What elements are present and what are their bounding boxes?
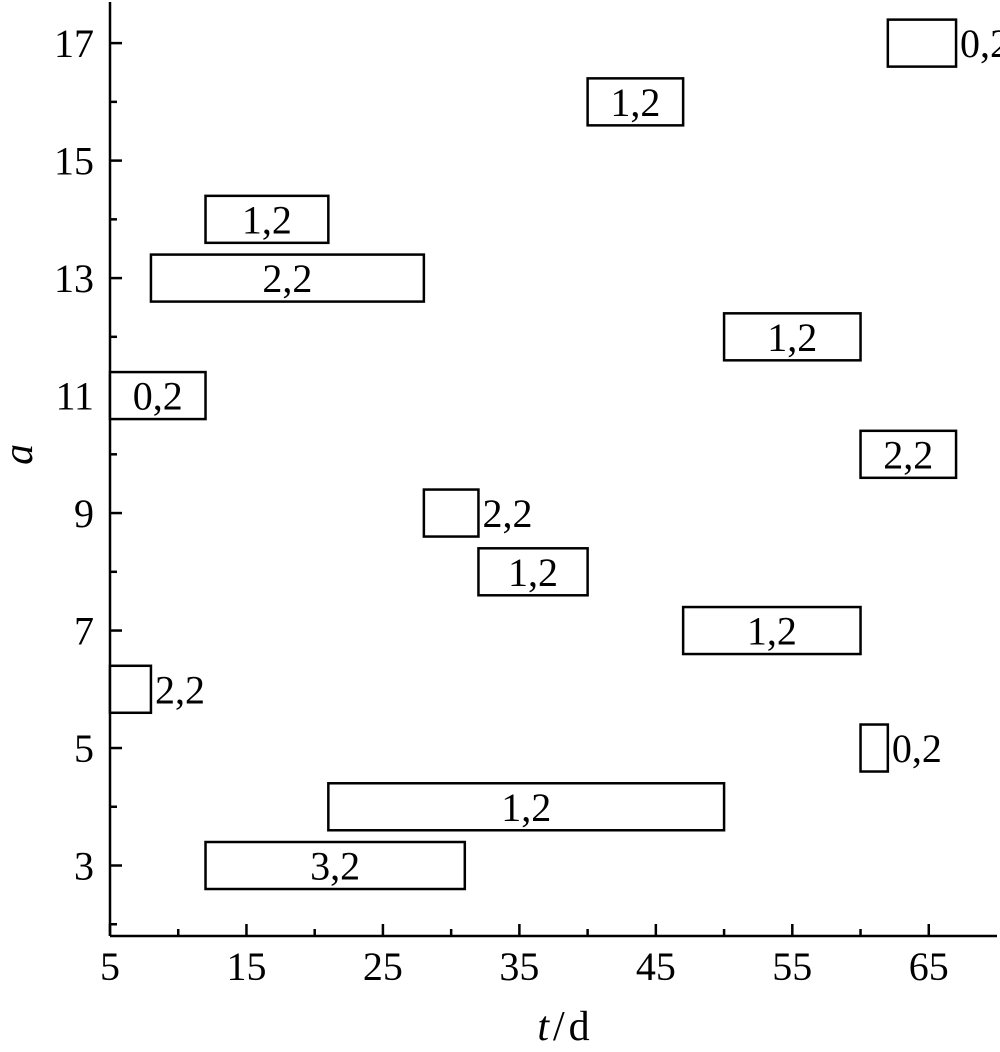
x-axis-label-slash: /	[553, 1004, 565, 1050]
task-bar-label: 1,2	[747, 609, 797, 654]
x-axis-ticks: 5 15 25 35 45 55 65	[100, 924, 949, 989]
task-bar: 1,2	[477, 547, 589, 597]
x-axis-label: t/d	[537, 1004, 589, 1050]
task-bar: 2,2	[149, 253, 426, 303]
task-bar-rect	[586, 77, 685, 127]
x-axis-label-unit: d	[569, 1004, 590, 1050]
y-tick-label: 17	[54, 21, 94, 66]
task-bar-rect	[149, 253, 426, 303]
x-tick-label: 25	[363, 944, 403, 989]
x-tick-label: 45	[636, 944, 676, 989]
task-bar-rect	[859, 429, 958, 480]
task-bar: 3,2	[204, 840, 467, 891]
task-bar: 1,2	[204, 194, 330, 245]
x-axis-label-variable: t	[537, 1004, 550, 1050]
task-bar: 1,2	[681, 605, 862, 656]
task-bar-label: 1,2	[610, 80, 660, 125]
task-bar-rect	[886, 18, 958, 68]
task-bar: 0,2	[108, 370, 207, 421]
y-tick-label: 13	[54, 256, 94, 301]
task-bar: 2,2	[422, 488, 532, 538]
task-bar: 2,2	[108, 664, 205, 715]
x-tick-label: 55	[772, 944, 812, 989]
task-bar-rect	[422, 488, 480, 538]
task-bar: 1,2	[327, 782, 726, 832]
task-bar: 0,2	[886, 18, 1000, 68]
y-tick-label: 11	[55, 374, 94, 419]
task-bar-rect	[204, 194, 330, 245]
y-tick-label: 7	[74, 609, 94, 654]
y-axis-ticks: 3 5 7 9 11 13 15 17	[54, 21, 122, 926]
task-bar-label: 2,2	[155, 667, 205, 712]
y-tick-label: 3	[74, 844, 94, 889]
x-tick-label: 15	[226, 944, 266, 989]
y-tick-label: 9	[74, 491, 94, 536]
task-bar-rect	[327, 782, 726, 832]
task-bar: 1,2	[722, 312, 862, 362]
task-bar-rect	[204, 840, 467, 891]
x-tick-label: 35	[499, 944, 539, 989]
y-tick-label: 15	[54, 139, 94, 184]
task-bar-rect	[108, 664, 153, 715]
y-tick-label: 5	[74, 726, 94, 771]
task-bar-rect	[722, 312, 862, 362]
task-bar-label: 1,2	[501, 785, 551, 830]
x-tick-label: 5	[100, 944, 120, 989]
task-bar-label: 3,2	[310, 844, 360, 889]
task-bar-rect	[859, 723, 890, 773]
task-bar-label: 2,2	[262, 256, 312, 301]
task-bar-label: 0,2	[960, 21, 1000, 66]
task-bar: 2,2	[859, 429, 958, 480]
x-tick-label: 65	[909, 944, 949, 989]
axes	[108, 2, 997, 938]
task-bar-rect	[108, 370, 207, 421]
task-bar: 0,2	[859, 723, 942, 773]
task-bar-label: 0,2	[133, 374, 183, 419]
task-bar-label: 1,2	[242, 197, 292, 242]
task-bar: 1,2	[586, 77, 685, 127]
task-bar-label: 1,2	[767, 315, 817, 360]
task-bar-label: 0,2	[892, 726, 942, 771]
task-bar-rect	[477, 547, 589, 597]
task-bar-label: 1,2	[508, 550, 558, 595]
y-axis-label: a	[0, 444, 42, 465]
task-bars: 0,2 1,2 1,2 2,2 1,2 0,2 2,2 2,2 1,2 1,2 2,2 0,2 1,2 3…	[108, 18, 1000, 891]
task-bar-rect	[681, 605, 862, 656]
task-bar-label: 2,2	[482, 491, 532, 536]
task-bar-label: 2,2	[883, 432, 933, 477]
